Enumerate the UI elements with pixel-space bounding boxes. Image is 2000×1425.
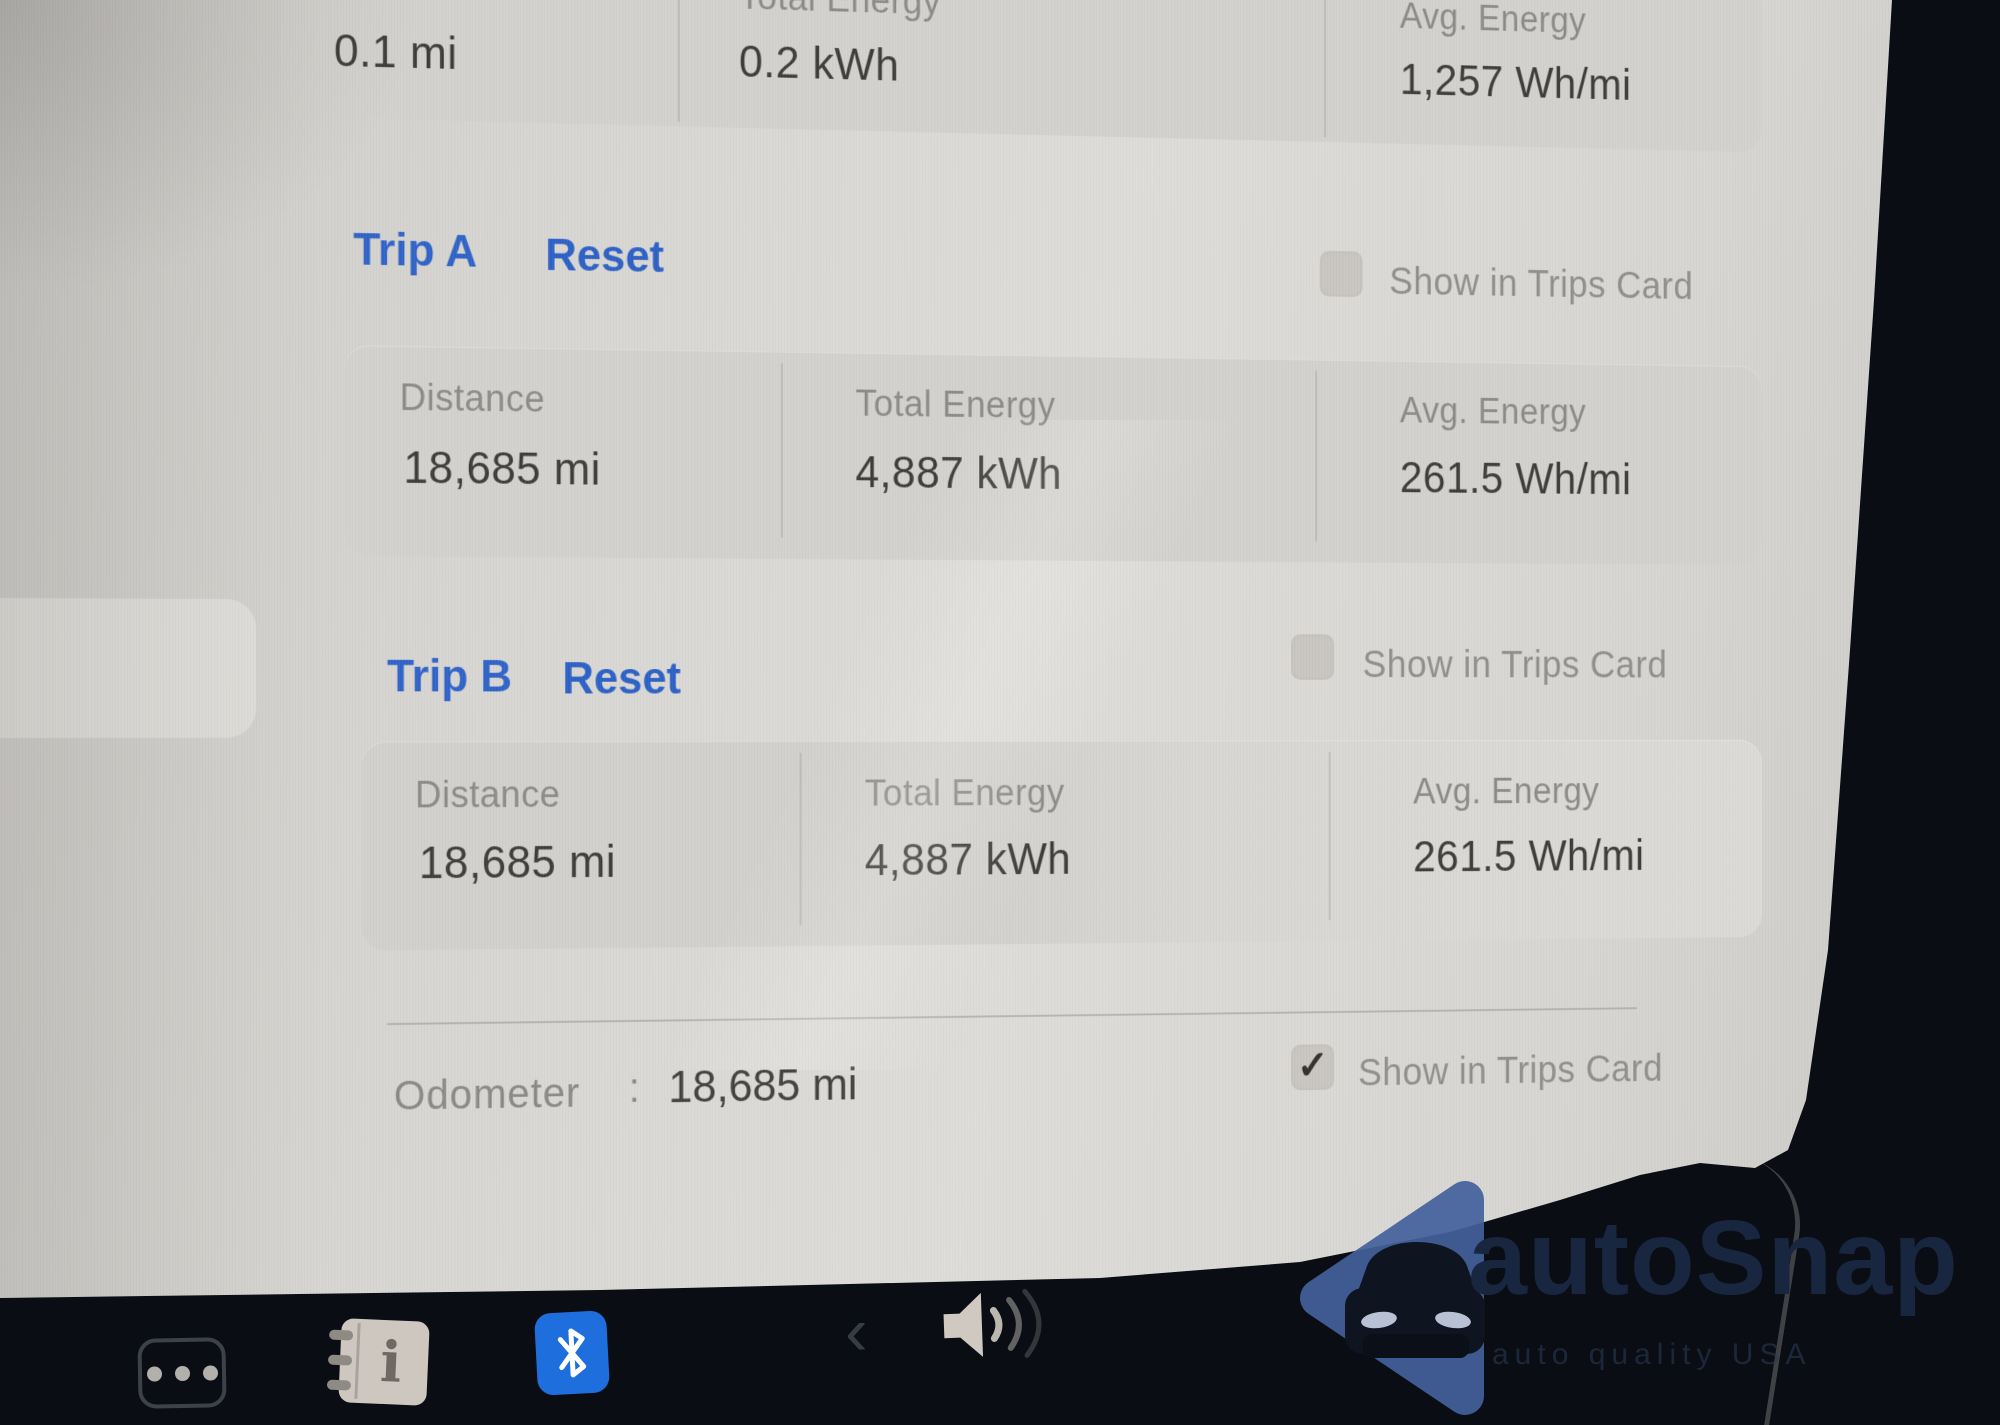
spiral-binding-icon	[326, 1379, 352, 1391]
more-apps-button[interactable]	[137, 1337, 227, 1409]
chevron-left-icon[interactable]: ‹	[845, 1293, 868, 1369]
volume-icon	[943, 1288, 1042, 1358]
ellipsis-dot	[146, 1365, 162, 1382]
owners-manual-button[interactable]: i	[326, 1318, 430, 1406]
ellipsis-dot	[202, 1364, 218, 1381]
bluetooth-icon	[557, 1328, 587, 1378]
spiral-binding-icon	[327, 1354, 353, 1366]
spiral-binding-icon	[328, 1329, 354, 1341]
book-spine	[354, 1322, 361, 1399]
info-letter: i	[378, 1328, 404, 1396]
volume-button[interactable]	[937, 1282, 1080, 1372]
ellipsis-dot	[174, 1365, 190, 1381]
bluetooth-button[interactable]	[533, 1310, 611, 1396]
